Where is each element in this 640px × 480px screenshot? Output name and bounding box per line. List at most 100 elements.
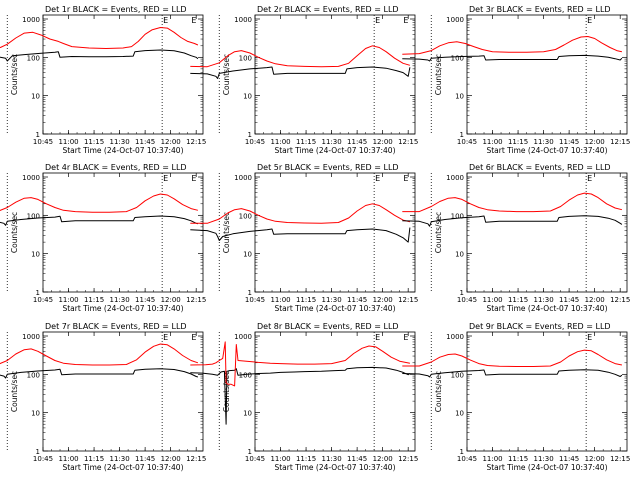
y-tick-label: 100 (451, 54, 464, 62)
x-tick-label: 11:15 (84, 296, 104, 304)
x-tick-label: 11:30 (110, 138, 130, 146)
y-tick-label: 1000 (234, 16, 252, 24)
series-line-black (190, 366, 411, 425)
x-axis-label: Start Time (24-Oct-07 10:37:40) (486, 146, 607, 155)
x-axis-label: Start Time (24-Oct-07 10:37:40) (486, 304, 607, 313)
x-tick-label: 11:15 (296, 455, 316, 463)
series-line-red (402, 192, 623, 213)
y-tick-label: 10 (243, 93, 252, 101)
y-tick-label: 100 (239, 54, 252, 62)
plot-frame (42, 14, 204, 135)
x-tick-label: 11:30 (322, 138, 342, 146)
event-marker-label: E (403, 174, 408, 183)
event-marker-label: E (375, 333, 380, 342)
series-line-red (190, 45, 411, 68)
y-tick-label: 1000 (22, 333, 40, 341)
plot-frame (466, 331, 628, 452)
event-marker-label: E (375, 174, 380, 183)
y-tick-label: 1000 (234, 174, 252, 182)
x-tick-label: 11:15 (84, 138, 104, 146)
x-tick-label: 11:15 (296, 296, 316, 304)
y-tick-label: 100 (27, 212, 40, 220)
x-tick-label: 11:45 (559, 296, 579, 304)
chart-panel: Det 1r BLACK = Events, RED = LLDEE10:451… (0, 5, 206, 155)
y-tick-label: 100 (451, 371, 464, 379)
x-tick-label: 11:00 (482, 296, 502, 304)
x-tick-label: 11:45 (559, 138, 579, 146)
series-line-black (0, 49, 199, 62)
x-tick-label: 10:45 (245, 296, 265, 304)
x-tick-label: 11:15 (508, 455, 528, 463)
y-axis-label: Counts/sec (10, 212, 19, 253)
chart-title: Det 3r BLACK = Events, RED = LLD (469, 5, 611, 14)
x-tick-label: 11:30 (534, 296, 554, 304)
y-tick-label: 1 (460, 289, 464, 297)
series-line-black (402, 54, 623, 62)
x-tick-label: 11:45 (135, 296, 155, 304)
y-tick-label: 1 (460, 131, 464, 139)
event-marker-label: E (163, 16, 168, 25)
y-tick-label: 100 (27, 54, 40, 62)
y-axis-label: Counts/sec (434, 212, 443, 253)
y-axis-label: Counts/sec (222, 212, 231, 253)
y-tick-label: 10 (243, 251, 252, 259)
event-marker-label: E (163, 333, 168, 342)
x-tick-label: 11:30 (110, 296, 130, 304)
x-axis-label: Start Time (24-Oct-07 10:37:40) (62, 304, 183, 313)
x-tick-label: 11:45 (559, 455, 579, 463)
x-tick-label: 11:45 (347, 138, 367, 146)
y-tick-label: 10 (31, 410, 40, 418)
series-line-red (402, 36, 623, 55)
x-tick-label: 11:45 (135, 138, 155, 146)
series-line-red (190, 203, 411, 224)
x-tick-label: 12:00 (585, 455, 605, 463)
x-tick-label: 12:00 (161, 296, 181, 304)
chart-title: Det 2r BLACK = Events, RED = LLD (257, 5, 399, 14)
x-tick-label: 11:15 (84, 455, 104, 463)
plot-frame (254, 331, 416, 452)
x-tick-label: 12:15 (186, 296, 206, 304)
x-tick-label: 10:45 (245, 455, 265, 463)
y-tick-label: 1000 (234, 333, 252, 341)
y-tick-label: 100 (451, 212, 464, 220)
x-tick-label: 11:15 (296, 138, 316, 146)
series-line-red (0, 27, 199, 49)
x-tick-label: 11:00 (58, 138, 78, 146)
x-tick-label: 11:00 (270, 455, 290, 463)
event-marker-label: E (191, 16, 196, 25)
plot-frame (466, 172, 628, 293)
chart-title: Det 6r BLACK = Events, RED = LLD (469, 163, 611, 172)
x-tick-label: 12:15 (398, 296, 418, 304)
x-tick-label: 12:00 (585, 296, 605, 304)
x-tick-label: 11:00 (482, 138, 502, 146)
x-tick-label: 12:15 (610, 138, 630, 146)
event-marker-label: E (403, 16, 408, 25)
x-tick-label: 12:15 (398, 138, 418, 146)
y-tick-label: 100 (239, 212, 252, 220)
chart-title: Det 8r BLACK = Events, RED = LLD (257, 322, 399, 331)
x-tick-label: 11:15 (508, 138, 528, 146)
y-tick-label: 1000 (446, 174, 464, 182)
x-axis-label: Start Time (24-Oct-07 10:37:40) (274, 146, 395, 155)
y-axis-label: Counts/sec (434, 371, 443, 412)
plot-frame (254, 14, 416, 135)
y-tick-label: 1000 (446, 333, 464, 341)
x-tick-label: 12:15 (186, 455, 206, 463)
plot-frame (42, 172, 204, 293)
x-tick-label: 11:45 (135, 455, 155, 463)
series-line-black (0, 215, 199, 226)
chart-title: Det 1r BLACK = Events, RED = LLD (45, 5, 187, 14)
y-tick-label: 1 (460, 448, 464, 456)
series-line-red (402, 349, 623, 367)
event-marker-label: E (587, 333, 592, 342)
x-tick-label: 12:15 (610, 455, 630, 463)
x-tick-label: 11:30 (534, 138, 554, 146)
x-tick-label: 10:45 (457, 296, 477, 304)
x-tick-label: 11:30 (322, 296, 342, 304)
y-tick-label: 10 (455, 251, 464, 259)
x-tick-label: 10:45 (33, 296, 53, 304)
